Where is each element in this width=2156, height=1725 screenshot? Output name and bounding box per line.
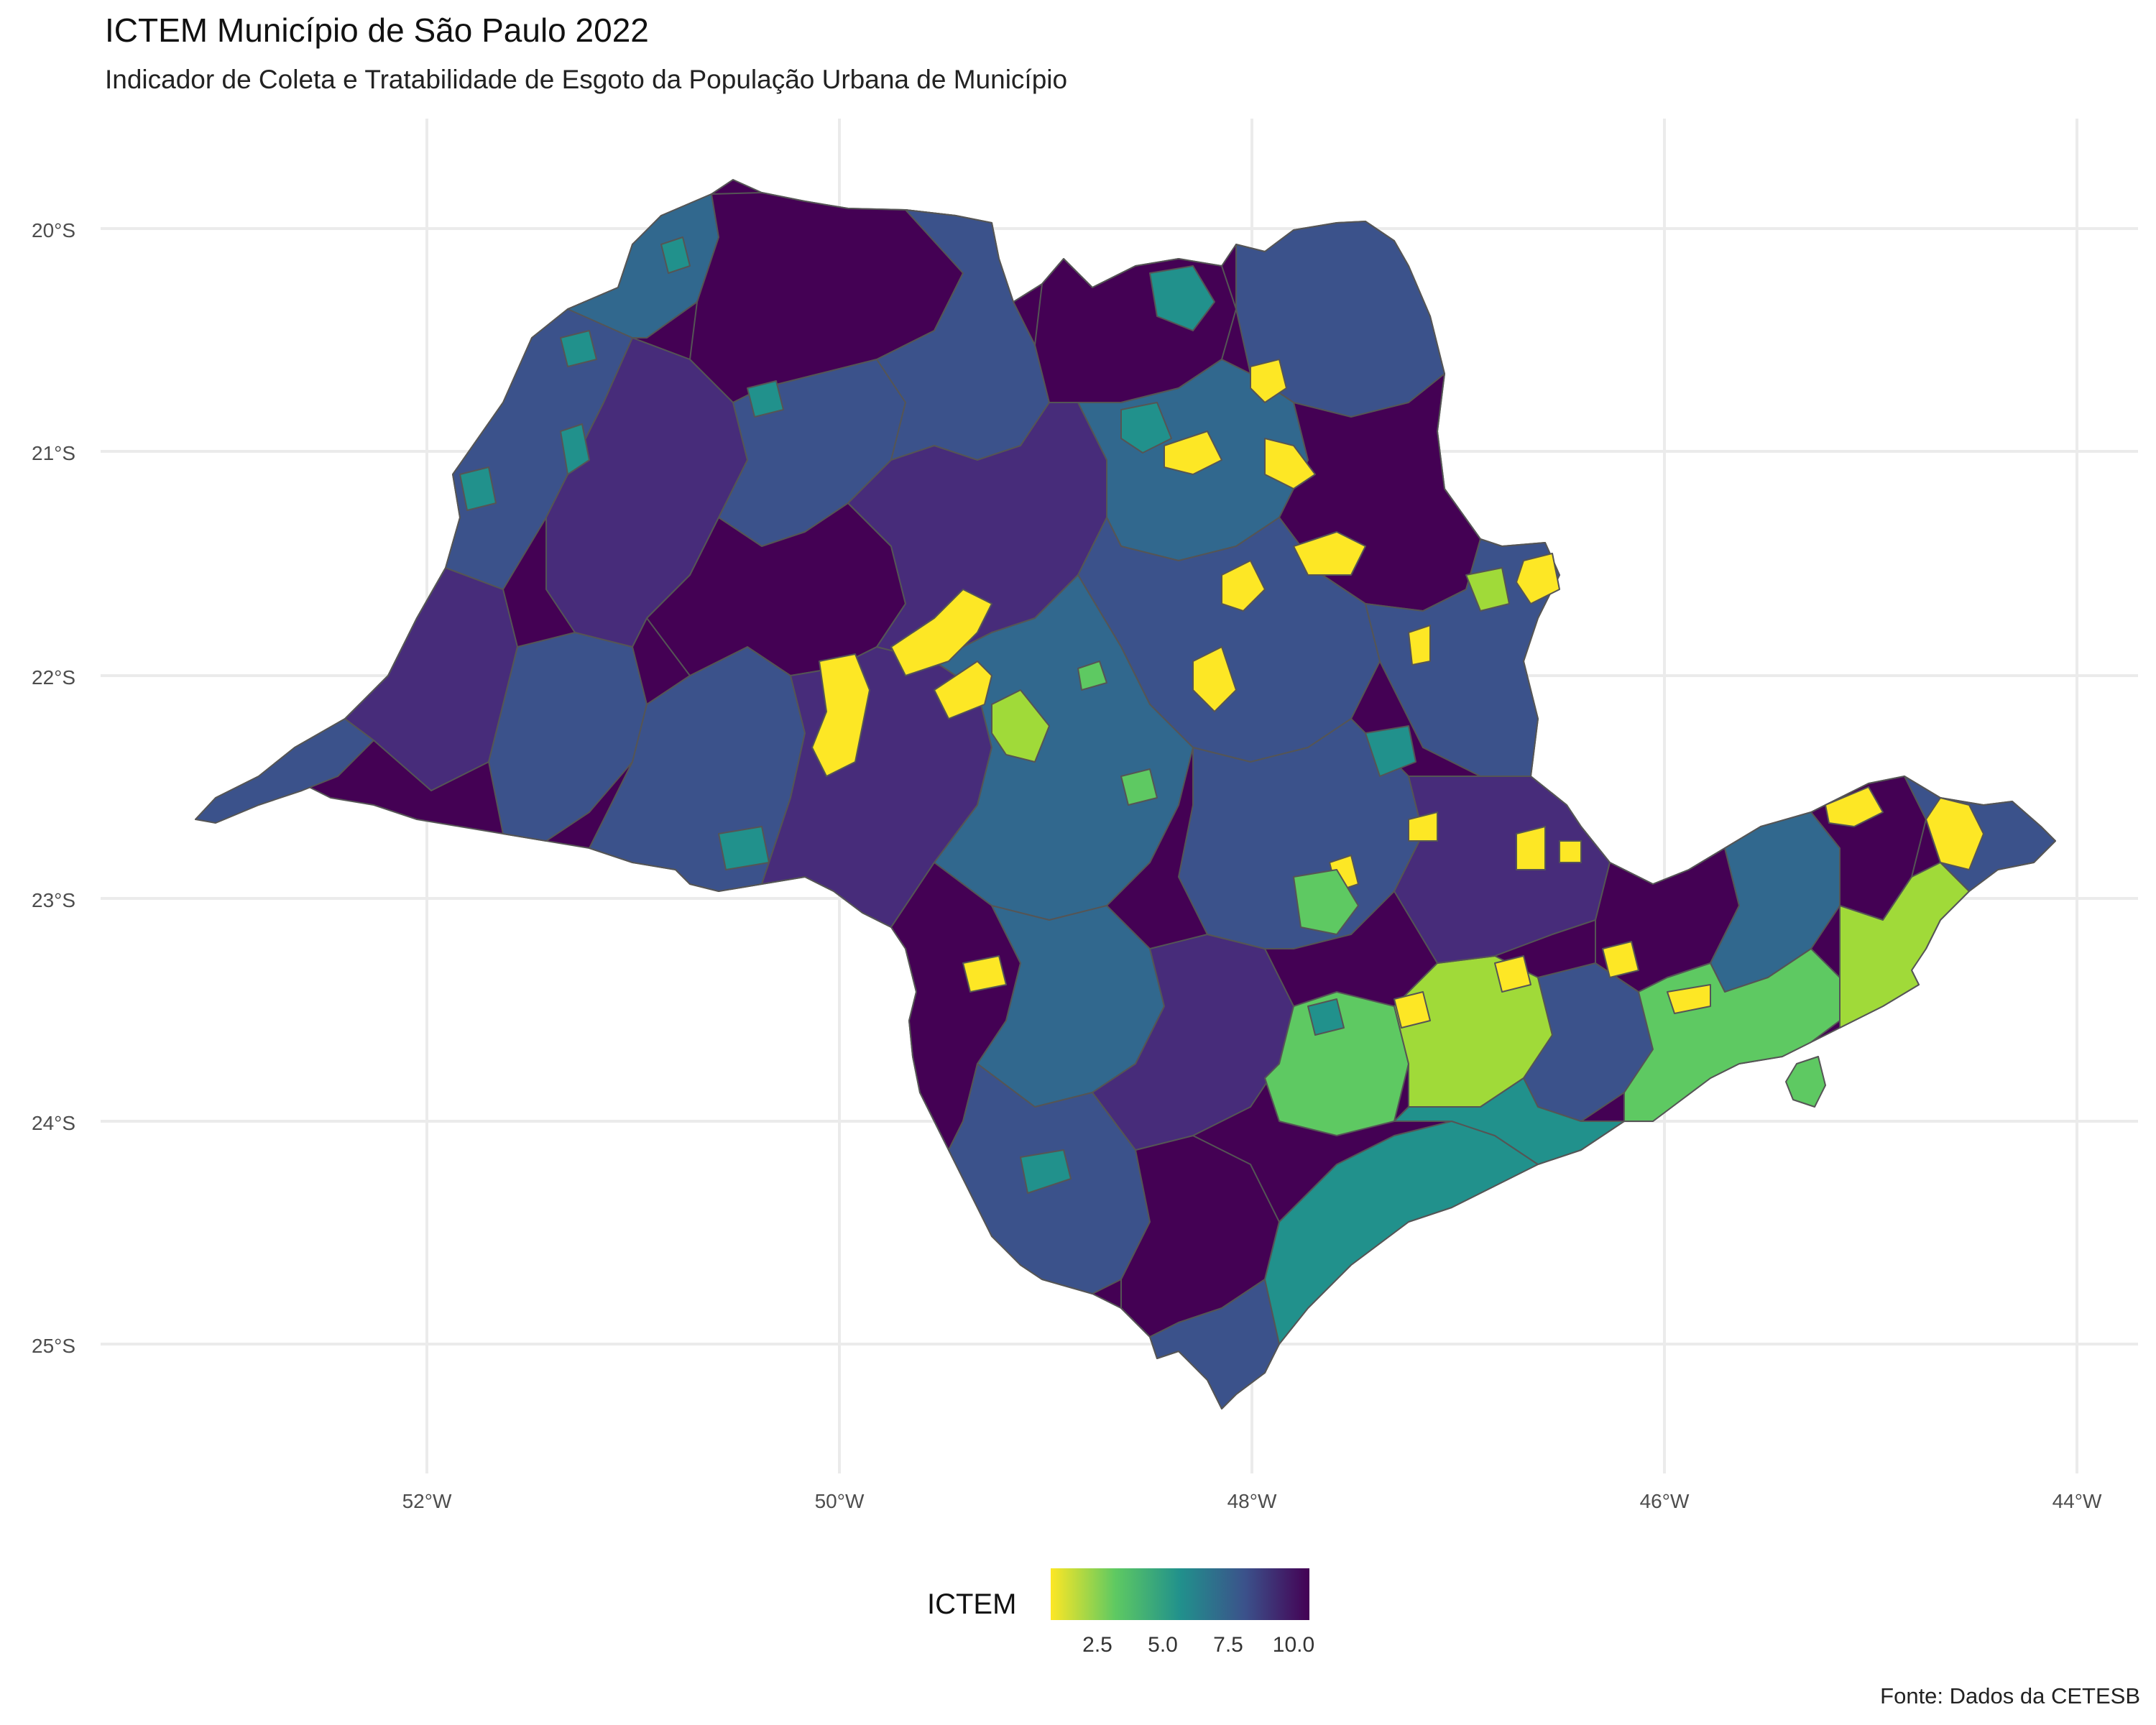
muni-mid [747,380,784,418]
region-coast-mid [1393,1077,1625,1165]
muni-highlight [1408,811,1438,842]
muni-highlight [991,689,1050,763]
muni-highlight [1494,955,1531,993]
muni-highlight [1250,359,1287,403]
island [1785,1056,1826,1108]
legend-tick [1162,1622,1164,1631]
source-caption: Fonte: Dados da CETESB [1880,1683,2140,1708]
legend-tick [1097,1622,1098,1631]
muni-mid [1020,1149,1072,1194]
lat-tick-label: 23°S [32,889,75,911]
lon-tick-label: 48°W [1227,1490,1277,1512]
lon-axis: 52°W 50°W 48°W 46°W 44°W [402,1490,2102,1512]
muni-highlight [1559,840,1582,863]
muni-highlight [1192,646,1237,712]
muni-mid [1307,998,1345,1036]
muni-highlight [1602,941,1639,978]
legend-label: 7.5 [1213,1633,1243,1657]
muni-highlight [1516,553,1560,604]
muni-mid [718,826,770,870]
lon-tick-label: 44°W [2053,1490,2102,1512]
muni-mid [560,423,590,475]
muni-mid [459,466,497,511]
lat-tick-label: 20°S [32,219,75,242]
region-coast-south [1264,1121,1539,1345]
muni-highlight [1516,826,1546,870]
region-vale-g [1925,797,1984,870]
muni-highlight [1293,531,1366,576]
lat-tick-label: 22°S [32,666,75,689]
muni-mid [1293,869,1359,935]
muni-mid [1365,725,1416,777]
muni-mid [1077,661,1107,691]
muni-highlight [1221,560,1266,612]
region-metro-west [1264,991,1409,1136]
lon-tick-label: 52°W [402,1490,452,1512]
lon-tick-label: 46°W [1640,1490,1690,1512]
legend-label: 10.0 [1272,1633,1315,1657]
chart-subtitle: Indicador de Coleta e Tratabilidade de E… [105,65,1068,94]
muni-highlight [1465,567,1510,612]
muni-mid [1149,265,1215,331]
muni-mid [1120,402,1172,454]
region-vale-h [1825,786,1884,827]
muni-highlight [1393,991,1431,1029]
muni-highlight [1164,431,1222,475]
muni-mid [560,330,597,367]
legend-label: 5.0 [1148,1633,1178,1657]
muni-mid [660,236,691,274]
region-southeast-a [1178,718,1424,949]
region-vale-e [1839,862,1970,1029]
muni-highlight [890,589,992,676]
muni-highlight [962,955,1007,993]
lat-tick-label: 25°S [32,1335,75,1357]
muni-mid [1120,768,1158,806]
muni-highlight [1408,625,1431,666]
legend-tick [1293,1622,1294,1631]
legend-tick [1227,1622,1229,1631]
state-map [195,179,2056,1409]
lat-tick-label: 24°S [32,1112,75,1134]
legend-title: ICTEM [927,1588,1017,1620]
muni-highlight [811,653,870,777]
lon-tick-label: 50°W [815,1490,865,1512]
lat-axis: 20°S 21°S 22°S 23°S 24°S 25°S [32,219,75,1357]
region-south-tip [1149,1279,1280,1409]
chart-title: ICTEM Município de São Paulo 2022 [105,12,649,49]
muni-highlight [1667,984,1711,1014]
lat-tick-label: 21°S [32,442,75,464]
muni-highlight [934,661,992,719]
legend-label: 2.5 [1082,1633,1112,1657]
legend-colorbar [1051,1568,1309,1620]
region-east-edge [1365,538,1560,777]
region-south-central [934,574,1194,921]
muni-highlight [1264,438,1316,489]
